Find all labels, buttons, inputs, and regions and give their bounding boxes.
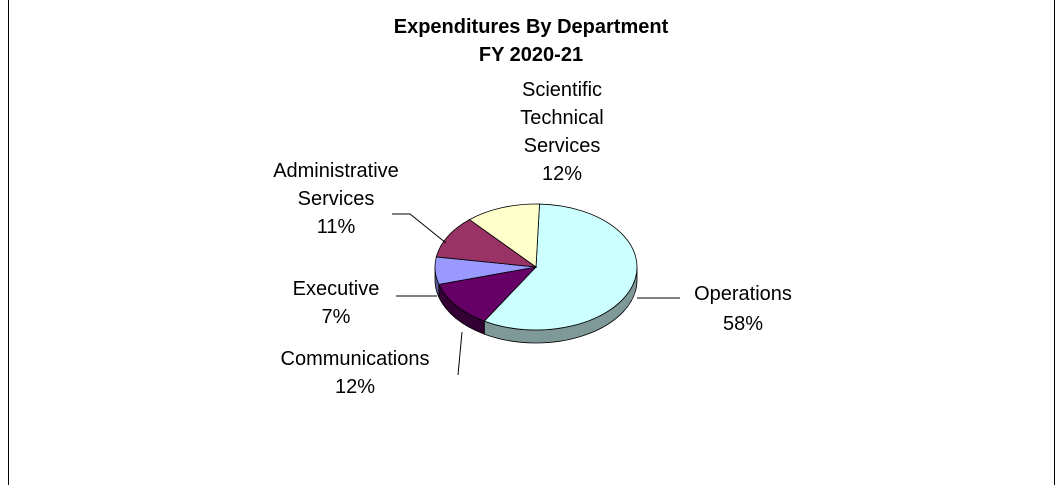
leader-line-administrative-services: [392, 213, 447, 244]
pie-slice-operations: [483, 203, 638, 331]
label-administrative-line2: Services: [298, 188, 375, 210]
label-scientific-line2: Technical: [520, 107, 603, 129]
label-scientific-line3: Services: [524, 135, 601, 157]
label-administrative-percent: 11%: [317, 216, 356, 238]
leader-lines: [392, 213, 680, 376]
label-scientific-percent: 12%: [542, 163, 582, 185]
label-scientific-line1: Scientific: [522, 79, 602, 101]
pie-slice-administrative-services: [435, 219, 538, 268]
label-executive-line1: Executive: [293, 278, 380, 300]
pie-slice-communications: [438, 266, 538, 322]
label-administrative-line1: Administrative: [273, 160, 399, 182]
label-executive-percent: 7%: [322, 306, 351, 328]
chart-title: Expenditures By Department: [394, 16, 669, 38]
label-communications-line1: Communications: [281, 348, 430, 370]
pie-slice-scientific-technical-services: [468, 203, 540, 268]
label-operations-line1: Operations: [694, 283, 792, 305]
label-communications-percent: 12%: [335, 376, 375, 398]
leader-line-communications: [457, 331, 463, 376]
label-operations-percent: 58%: [723, 313, 763, 335]
pie-slices: [434, 203, 638, 331]
chart-subtitle: FY 2020-21: [479, 44, 583, 66]
